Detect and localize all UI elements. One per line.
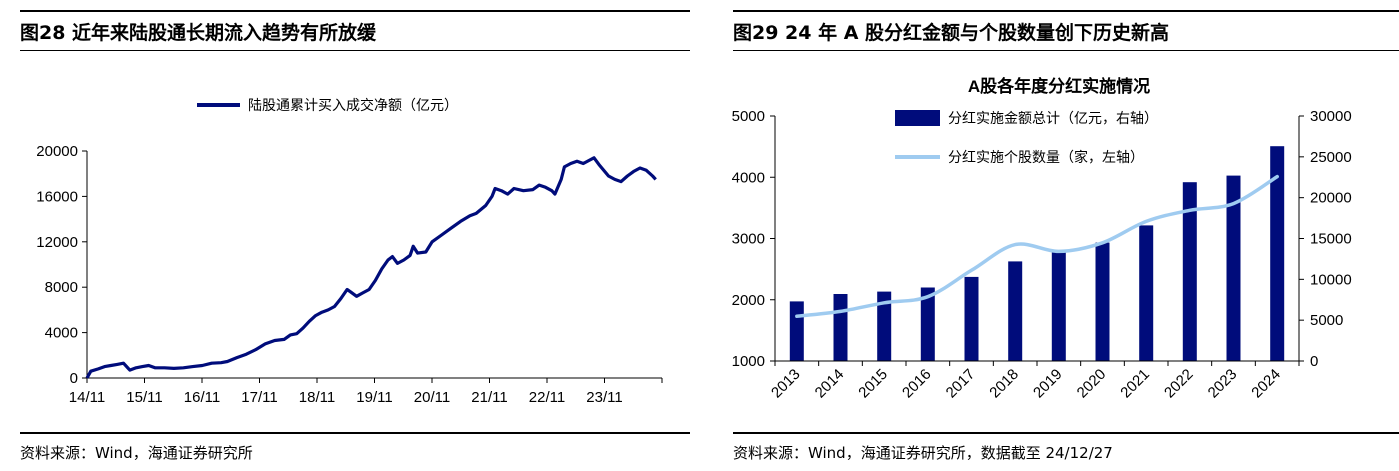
header-rule-bottom [20, 50, 690, 51]
panel-figure-28: 图28 近年来陆股通长期流入趋势有所放缓 0 4000 8000 12000 16000… [0, 0, 690, 471]
chart-title: A股各年度分红实施情况 [968, 76, 1150, 96]
y-tick-label: 20000 [36, 143, 78, 160]
x-tick-label: 2021 [1117, 366, 1153, 402]
bars [789, 146, 1285, 361]
bar [1182, 182, 1197, 361]
bar [789, 301, 804, 361]
x-tick-label: 21/11 [471, 389, 507, 406]
y-tick-label: 4000 [45, 325, 78, 342]
x-tick-label: 2017 [943, 366, 979, 402]
x-tick-label: 2013 [768, 366, 804, 402]
y-tick-label-right: 15000 [1310, 231, 1352, 248]
line-chart: 0 4000 8000 12000 16000 20000 14/11 15/11 16/11 1… [36, 97, 663, 406]
footer-rule [733, 432, 1399, 434]
legend-swatch-bar [895, 110, 940, 126]
y-tick-label-right: 30000 [1310, 108, 1352, 125]
x-tick-label: 2018 [986, 366, 1022, 402]
legend-label: 陆股通累计买入成交净额（亿元） [248, 97, 458, 113]
legend-label: 分红实施个股数量（家，左轴） [948, 149, 1144, 165]
bar [964, 276, 979, 361]
y-tick-label-right: 20000 [1310, 190, 1352, 207]
bar [1270, 146, 1285, 361]
y-tick-label: 12000 [36, 234, 78, 251]
x-tick-label: 18/11 [299, 389, 335, 406]
x-tick-label: 23/11 [586, 389, 622, 406]
x-tick-label: 14/11 [69, 389, 105, 406]
legend: 陆股通累计买入成交净额（亿元） [197, 97, 458, 113]
bar [1139, 225, 1154, 361]
x-tick-label: 17/11 [241, 389, 277, 406]
series-line [85, 156, 657, 379]
legend-label: 分红实施金额总计（亿元，右轴） [948, 110, 1158, 126]
x-tick-label: 19/11 [356, 389, 392, 406]
y-tick-label-left: 3000 [732, 231, 765, 248]
x-tick-label: 2024 [1248, 366, 1284, 402]
bar [877, 291, 892, 361]
x-tick-label: 2019 [1030, 366, 1066, 402]
footer-rule [20, 432, 690, 434]
bar [833, 294, 848, 361]
y-tick-label-left: 4000 [732, 169, 765, 186]
x-tick-label: 15/11 [126, 389, 162, 406]
y-tick-label-left: 1000 [732, 353, 765, 370]
bar [1008, 261, 1023, 361]
bar [920, 287, 935, 361]
x-tick-label: 22/11 [529, 389, 565, 406]
header-rule-top [733, 10, 1399, 12]
y-tick-label-right: 5000 [1310, 312, 1343, 329]
y-tick-label-right: 25000 [1310, 149, 1352, 166]
y-tick-label-right: 0 [1310, 353, 1318, 370]
x-tick-label: 2020 [1074, 366, 1110, 402]
y-tick-label: 16000 [36, 188, 78, 205]
header-rule-bottom [733, 50, 1399, 51]
y-tick-label-left: 2000 [732, 292, 765, 309]
series-lines [795, 174, 1279, 319]
panel-figure-29: 图29 24 年 A 股分红金额与个股数量创下历史新高 A股各年度分红实施情况 … [713, 0, 1399, 471]
figure-title: 图29 24 年 A 股分红金额与个股数量创下历史新高 [733, 22, 1170, 44]
bar [1095, 242, 1110, 361]
x-tick-label: 2014 [812, 366, 848, 402]
header-rule-top [20, 10, 690, 12]
x-tick-label: 20/11 [414, 389, 450, 406]
y-tick-label: 0 [70, 370, 78, 387]
y-tick-label-left: 5000 [732, 108, 765, 125]
y-tick-label-right: 10000 [1310, 271, 1352, 288]
x-tick-label: 2022 [1161, 366, 1197, 402]
bar [1051, 252, 1066, 361]
series-line [795, 174, 1279, 319]
axes: 0 4000 8000 12000 16000 20000 14/11 15/11 16/11 1… [36, 143, 663, 406]
series-lines [85, 156, 657, 379]
x-tick-label: 16/11 [184, 389, 220, 406]
legend: 分红实施金额总计（亿元，右轴） 分红实施个股数量（家，左轴） [895, 110, 1158, 165]
bar [1226, 175, 1241, 361]
x-tick-label: 2016 [899, 366, 935, 402]
source-note: 资料来源：Wind，海通证券研究所，数据截至 24/12/27 [733, 444, 1113, 462]
figure-title: 图28 近年来陆股通长期流入趋势有所放缓 [20, 22, 377, 44]
bar-line-combo-chart: A股各年度分红实施情况 1000 2000 3000 4000 5000 0 5000 100… [732, 76, 1352, 402]
source-note: 资料来源：Wind，海通证券研究所 [20, 444, 253, 462]
y-tick-label: 8000 [45, 279, 78, 296]
x-tick-label: 2023 [1205, 366, 1241, 402]
x-tick-label: 2015 [855, 366, 891, 402]
